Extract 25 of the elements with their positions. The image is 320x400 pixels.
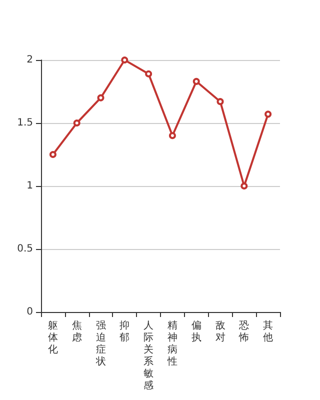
point xyxy=(73,120,80,126)
point xyxy=(145,70,152,78)
x-tick-label: 敌对 xyxy=(215,320,226,344)
x-tick-label: 偏执 xyxy=(191,320,202,344)
y-tick-label: 0.5 xyxy=(17,244,33,254)
x-tick-label: 焦虑 xyxy=(72,320,82,344)
point xyxy=(264,110,272,118)
point xyxy=(168,132,176,140)
point xyxy=(216,98,224,106)
point xyxy=(97,94,104,102)
x-tick-label: 恐怖 xyxy=(238,320,250,344)
point xyxy=(240,182,248,190)
x-tick-label: 其他 xyxy=(263,320,274,344)
point xyxy=(121,56,128,64)
point xyxy=(49,151,56,158)
x-tick-label: 抑郁 xyxy=(120,320,130,344)
x-tick-label: 人际关系敏感 xyxy=(144,320,154,392)
y-tick-label: 1.5 xyxy=(17,118,33,128)
x-tick-label: 精神病性 xyxy=(166,320,178,368)
x-tick-label: 强迫症状 xyxy=(94,320,106,368)
point xyxy=(192,78,200,85)
y-tick-label: 2 xyxy=(26,54,33,66)
y-tick-label: 0 xyxy=(26,306,33,318)
y-tick-label: 1 xyxy=(26,180,33,192)
x-tick-label: 躯体化 xyxy=(48,320,58,356)
